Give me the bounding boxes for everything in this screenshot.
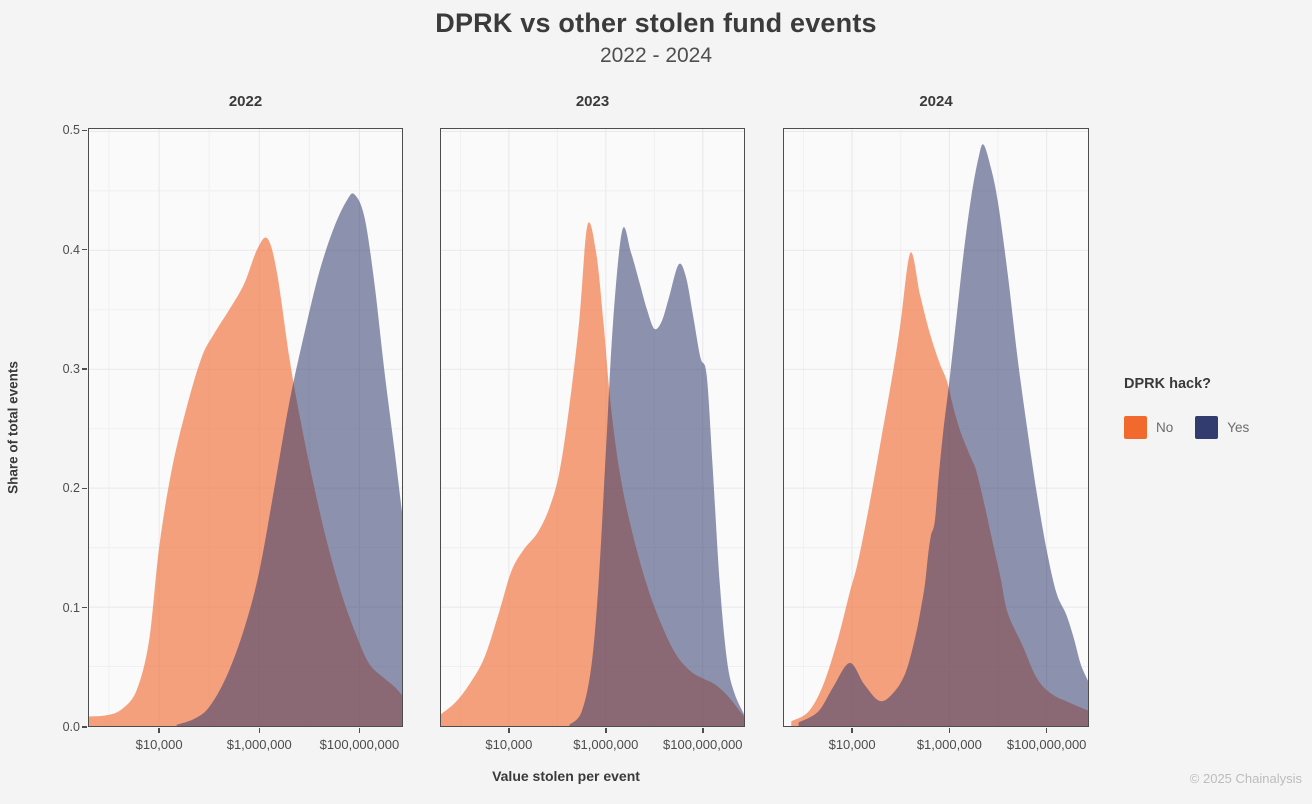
y-tick-mark: [82, 606, 87, 609]
y-tick-label: 0.0: [62, 720, 80, 734]
x-axis-title: Value stolen per event: [492, 768, 640, 784]
plot-panel-2023: [440, 128, 745, 727]
chart-title: DPRK vs other stolen fund events: [435, 8, 877, 38]
x-tick-label: $1,000,000: [226, 737, 292, 752]
panel-2023-plot: [441, 129, 744, 726]
x-tick-label: $10,000: [485, 737, 533, 752]
legend-swatch-yes-icon: [1195, 416, 1219, 439]
y-tick-mark: [82, 129, 87, 132]
legend-label-yes: Yes: [1227, 420, 1250, 435]
density-area-yes-2022: [176, 193, 402, 726]
legend-swatch-no-icon: [1124, 416, 1147, 439]
x-tick-label: $10,000: [135, 737, 183, 752]
x-tick-label: $100,000,000: [663, 737, 743, 752]
y-tick-mark: [82, 248, 87, 251]
x-tick-mark: [851, 728, 853, 733]
y-axis-title: Share of total events: [5, 361, 21, 494]
y-tick-label: 0.4: [62, 242, 80, 257]
panel-2022-plot: [89, 129, 402, 726]
density-area-no-2023: [441, 222, 744, 726]
x-tick-mark: [358, 728, 361, 733]
x-tick-label: $10,000: [828, 737, 876, 752]
x-tick-mark: [158, 728, 160, 733]
y-tick-mark: [82, 726, 87, 728]
x-tick-mark: [702, 728, 704, 733]
y-tick-label: 0.3: [62, 362, 80, 377]
legend-item-yes: Yes: [1195, 416, 1249, 439]
x-tick-mark: [258, 728, 261, 733]
density-area-yes-2024: [798, 144, 1088, 726]
legend: DPRK hack? No Yes: [1124, 376, 1310, 439]
y-tick-mark: [82, 368, 87, 370]
x-tick-label: $1,000,000: [573, 737, 639, 752]
facet-label-2024: 2024: [919, 93, 953, 110]
panel-2024-plot: [784, 129, 1088, 726]
x-tick-mark: [948, 728, 951, 733]
facet-label-2023: 2023: [575, 93, 610, 110]
x-tick-label: $100,000,000: [319, 737, 400, 752]
copyright-notice: © 2025 Chainalysis: [1189, 771, 1302, 786]
x-tick-label: $100,000,000: [1006, 737, 1087, 752]
legend-title: DPRK hack?: [1124, 376, 1212, 392]
y-tick-label: 0.1: [62, 600, 80, 615]
density-area-yes-2023: [569, 227, 744, 726]
x-tick-mark: [605, 728, 607, 733]
chart-subtitle: 2022 - 2024: [599, 44, 713, 67]
legend-label-no: No: [1156, 420, 1174, 435]
y-tick-mark: [82, 487, 87, 490]
facet-label-2022: 2022: [228, 93, 263, 110]
x-tick-label: $1,000,000: [916, 737, 982, 752]
x-tick-mark: [508, 728, 510, 733]
legend-item-no: No: [1124, 416, 1173, 439]
y-tick-label: 0.5: [62, 123, 80, 138]
plot-panel-2022: [88, 128, 403, 727]
x-tick-mark: [1045, 728, 1048, 733]
plot-panel-2024: [783, 128, 1089, 727]
legend-items: No Yes: [1124, 416, 1310, 439]
y-tick-label: 0.2: [62, 481, 80, 496]
